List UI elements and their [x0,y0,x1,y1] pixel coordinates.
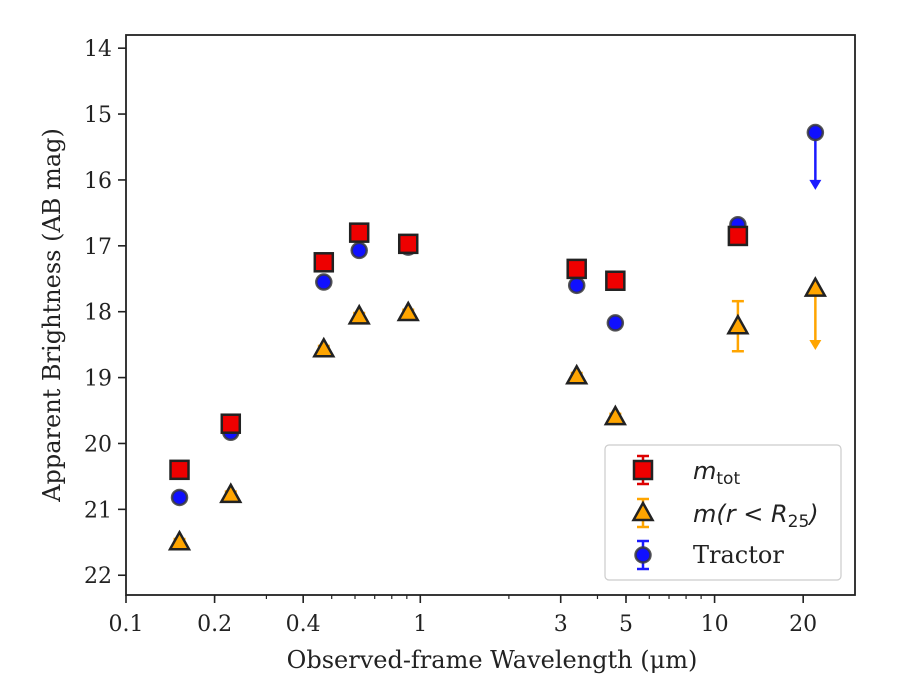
legend-box [604,444,842,581]
mtot-point [397,233,419,255]
tractor-point [170,488,189,507]
square-marker [169,459,190,481]
y-tick-label: 20 [84,432,112,457]
x-tick-label: 10 [701,612,729,637]
mr25-point [347,303,371,325]
series-mr25 [167,276,827,551]
square-marker [566,258,587,280]
plot-frame [125,34,856,596]
x-tick-label: 0.4 [286,612,321,637]
tractor-point [606,314,625,332]
legend-label-tractor: Tractor [693,541,784,569]
x-tick-label: 20 [789,612,817,637]
square-marker [348,222,370,243]
square-marker [220,413,242,434]
tractor-point [806,123,825,142]
legend-marker-tractor [634,546,652,564]
tractor-point [567,276,586,295]
upper-limit-arrowhead [809,339,822,350]
y-tick-label: 15 [84,103,112,128]
mr25-point [219,482,243,504]
square-marker [605,270,626,291]
axes: 0.1 0.2 0.4 1 3 5 10 20 14 15 16 17 18 19 20 21 22 [84,34,856,637]
x-axis-label: Observed-frame Wavelength (μm) [287,646,698,674]
mr25-point [396,300,420,322]
data-layer [167,123,827,551]
mtot-point [220,413,242,434]
x-tick-label: 3 [554,612,568,637]
square-marker [727,225,749,247]
mr25-point [803,276,827,297]
x-tick-label: 0.2 [197,612,232,637]
legend-entry-tractor [634,539,652,571]
square-marker [397,233,419,255]
mtot-point [727,225,749,247]
x-tick-label: 1 [413,612,427,637]
mtot-point [566,258,587,280]
y-tick-label: 14 [84,37,112,62]
y-tick-label: 19 [84,367,112,392]
x-tick-label: 0.1 [109,612,144,637]
tractor-point [350,241,368,260]
mr25-point [565,363,589,385]
x-tick-label: 5 [619,612,633,637]
square-marker [632,459,654,481]
series-mtot [169,222,749,481]
y-tick-label: 16 [84,169,112,194]
mr25-point [603,404,627,426]
mtot-point [169,459,190,481]
legend-entry-mtot [632,454,654,486]
y-tick-label: 21 [84,498,112,523]
mtot-point [313,252,335,273]
legend-marker-mtot [632,459,654,481]
y-tick-label: 17 [84,235,112,260]
square-marker [313,252,335,273]
mr25-point [726,313,750,335]
mtot-point [348,222,370,243]
tractor-point [315,273,333,291]
y-tick-label: 18 [84,301,112,326]
y-axis-label: Apparent Brightness (AB mag) [38,128,66,503]
legend-entry-mr25 [631,497,655,529]
mtot-point [605,270,626,291]
upper-limit-arrowhead [809,179,822,190]
legend-marker-mr25 [631,500,655,522]
mr25-point [312,336,336,358]
y-tick-label: 22 [84,564,112,589]
mr25-point [167,529,192,551]
